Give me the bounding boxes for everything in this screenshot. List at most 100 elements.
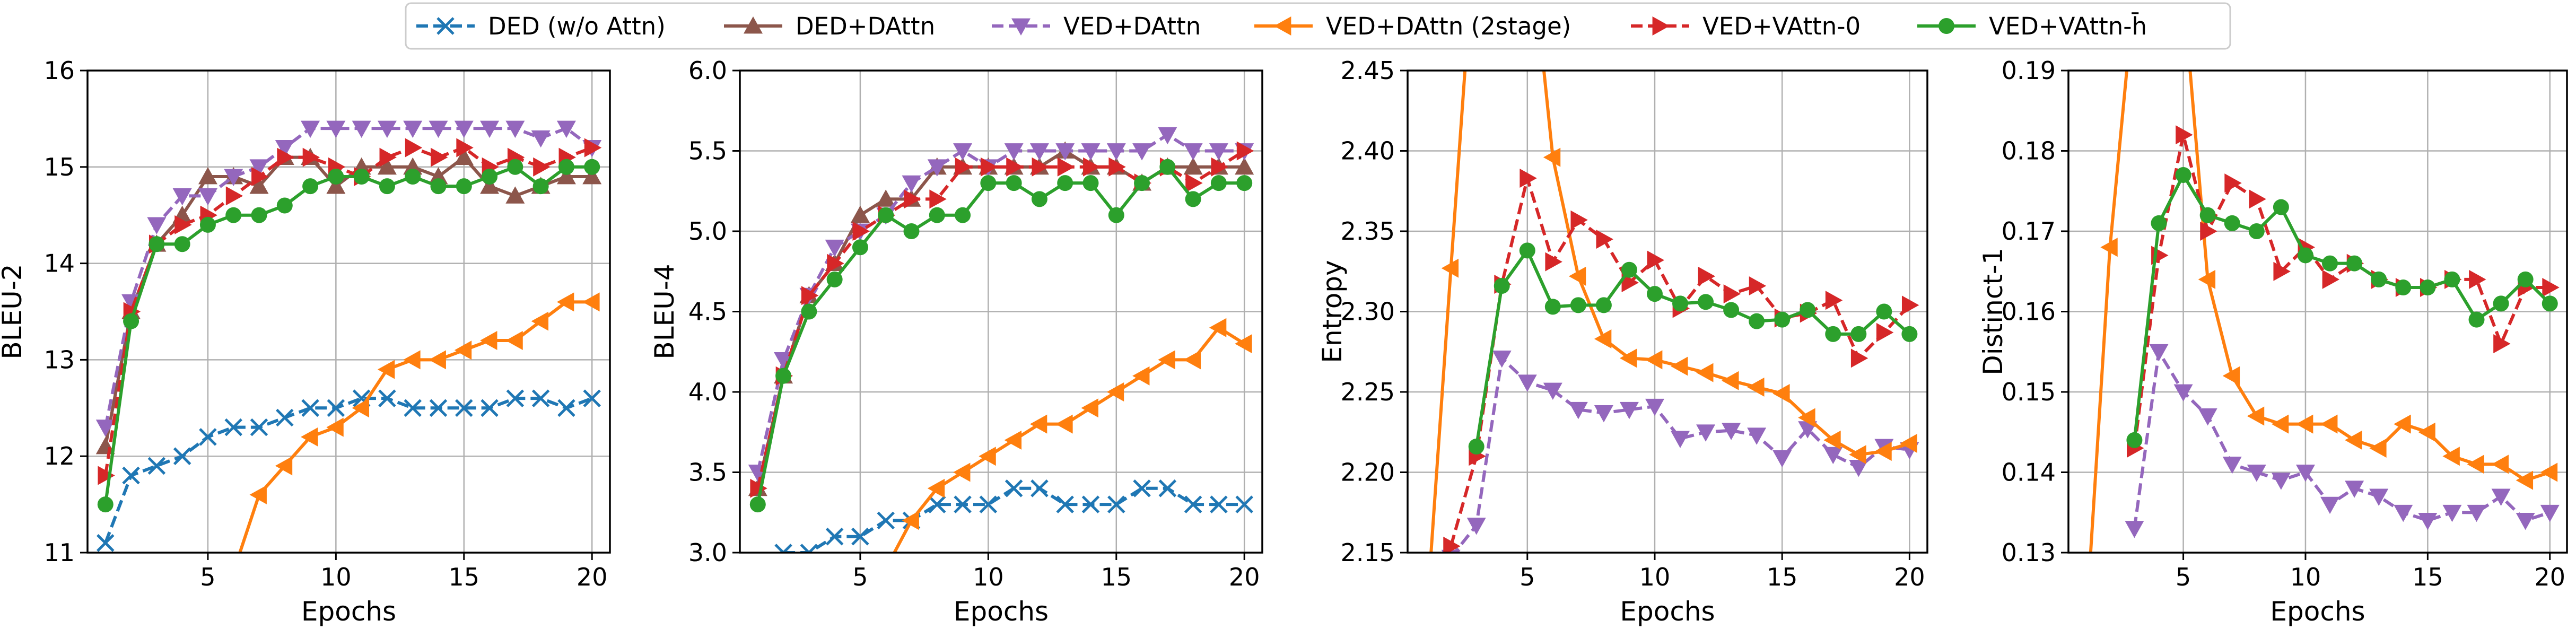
- data-point: [326, 120, 346, 138]
- data-point: [277, 147, 294, 167]
- data-point: [1544, 299, 1561, 315]
- legend-entry-ved-dattn-2stage: VED+DAttn (2stage): [1254, 12, 1571, 40]
- data-point: [173, 447, 191, 465]
- data-point: [2198, 408, 2217, 426]
- data-point: [2297, 247, 2313, 264]
- data-point: [1825, 326, 1841, 342]
- data-point: [403, 350, 421, 370]
- data-point: [1672, 295, 1689, 312]
- data-point: [302, 147, 320, 167]
- data-point: [1443, 536, 1461, 553]
- legend-entry-ded: DED (w/o Attn): [416, 12, 666, 40]
- plot-frame: [86, 69, 611, 554]
- data-point: [123, 313, 139, 329]
- data-point: [584, 159, 600, 175]
- data-point: [482, 168, 498, 185]
- data-point: [1106, 143, 1126, 161]
- data-point: [1236, 175, 1253, 191]
- data-point: [1106, 382, 1124, 401]
- data-point: [1901, 326, 1918, 342]
- x-axis-label: Epochs: [2270, 596, 2365, 627]
- series-line: [756, 165, 1245, 505]
- data-point: [1185, 173, 1203, 193]
- legend-marker-triangle-right-icon: [1652, 16, 1670, 36]
- data-point: [377, 360, 395, 379]
- data-point: [584, 138, 602, 158]
- data-point: [454, 340, 472, 360]
- data-point: [301, 120, 320, 138]
- series-line: [1453, 356, 1910, 553]
- x-tick-label: 15: [1767, 563, 1798, 591]
- data-point: [1081, 495, 1100, 513]
- panel-bleu-2: 5 10 15 20 11 12 13 14 15 16 Epochs BLEU-2: [0, 56, 611, 627]
- data-point: [1722, 423, 1741, 440]
- data-point: [1006, 175, 1022, 191]
- data-point: [1595, 297, 1612, 313]
- data-point: [1492, 350, 1512, 368]
- y-tick-label: 2.15: [1341, 538, 1395, 567]
- data-point: [531, 311, 549, 331]
- legend-marker-triangle-up-icon: [744, 16, 763, 34]
- data-point: [929, 207, 945, 223]
- data-point: [2151, 215, 2167, 231]
- data-point: [902, 511, 919, 530]
- series-ved-dattn: [748, 127, 1254, 482]
- data-point: [2540, 462, 2558, 482]
- data-point: [953, 462, 971, 482]
- x-axis-label: Epochs: [954, 596, 1049, 627]
- data-point: [225, 207, 242, 223]
- data-point: [454, 120, 474, 138]
- data-point: [955, 207, 971, 223]
- legend-label: DED+DAttn: [796, 12, 935, 40]
- y-tick-label: 4.5: [688, 298, 727, 326]
- data-point: [506, 389, 525, 407]
- data-point: [1671, 431, 1690, 448]
- data-point: [377, 157, 397, 175]
- data-point: [1235, 495, 1253, 513]
- data-point: [2516, 470, 2534, 490]
- series-line: [103, 397, 593, 544]
- data-point: [2369, 439, 2387, 458]
- data-point: [276, 197, 293, 214]
- data-point: [1722, 371, 1739, 390]
- data-point: [1749, 276, 1767, 296]
- data-point: [1159, 159, 1176, 175]
- data-point: [1031, 479, 1049, 497]
- y-tick-label: 0.13: [2002, 538, 2056, 567]
- data-point: [827, 254, 844, 273]
- data-point: [2224, 173, 2242, 193]
- data-point: [2418, 422, 2435, 442]
- data-point: [2418, 513, 2438, 530]
- data-point: [904, 189, 921, 209]
- data-point: [1647, 250, 1664, 270]
- data-point: [1183, 157, 1203, 175]
- data-point: [1800, 302, 1816, 318]
- legend-box: [405, 2, 2231, 50]
- data-point: [801, 303, 817, 320]
- legend-entry-ved-dattn: VED+DAttn: [992, 12, 1201, 40]
- data-point: [1209, 318, 1227, 337]
- legend-marker-circle-icon: [1938, 18, 1954, 34]
- data-point: [224, 169, 243, 186]
- data-point: [2369, 488, 2389, 506]
- data-point: [1876, 322, 1894, 342]
- x-tick-label: 5: [1520, 563, 1535, 591]
- data-point: [1850, 326, 1867, 342]
- data-point: [1004, 143, 1024, 161]
- y-tick-label: 14: [43, 249, 75, 278]
- series-ved-vattn-hbar: [749, 159, 1253, 513]
- data-point: [1520, 169, 1537, 188]
- data-point: [955, 157, 973, 177]
- data-point: [1441, 258, 1459, 278]
- series-line: [1474, 249, 1911, 447]
- data-point: [877, 511, 895, 530]
- x-tick-label: 5: [2176, 563, 2191, 591]
- data-point: [2345, 481, 2364, 498]
- data-point: [1849, 445, 1866, 465]
- data-point: [531, 389, 550, 407]
- y-axis-label: Distinct-1: [1978, 248, 2009, 375]
- x-tick-label: 5: [852, 563, 868, 591]
- legend-label: VED+VAttn-h̄: [1989, 12, 2147, 40]
- data-point: [1570, 210, 1588, 230]
